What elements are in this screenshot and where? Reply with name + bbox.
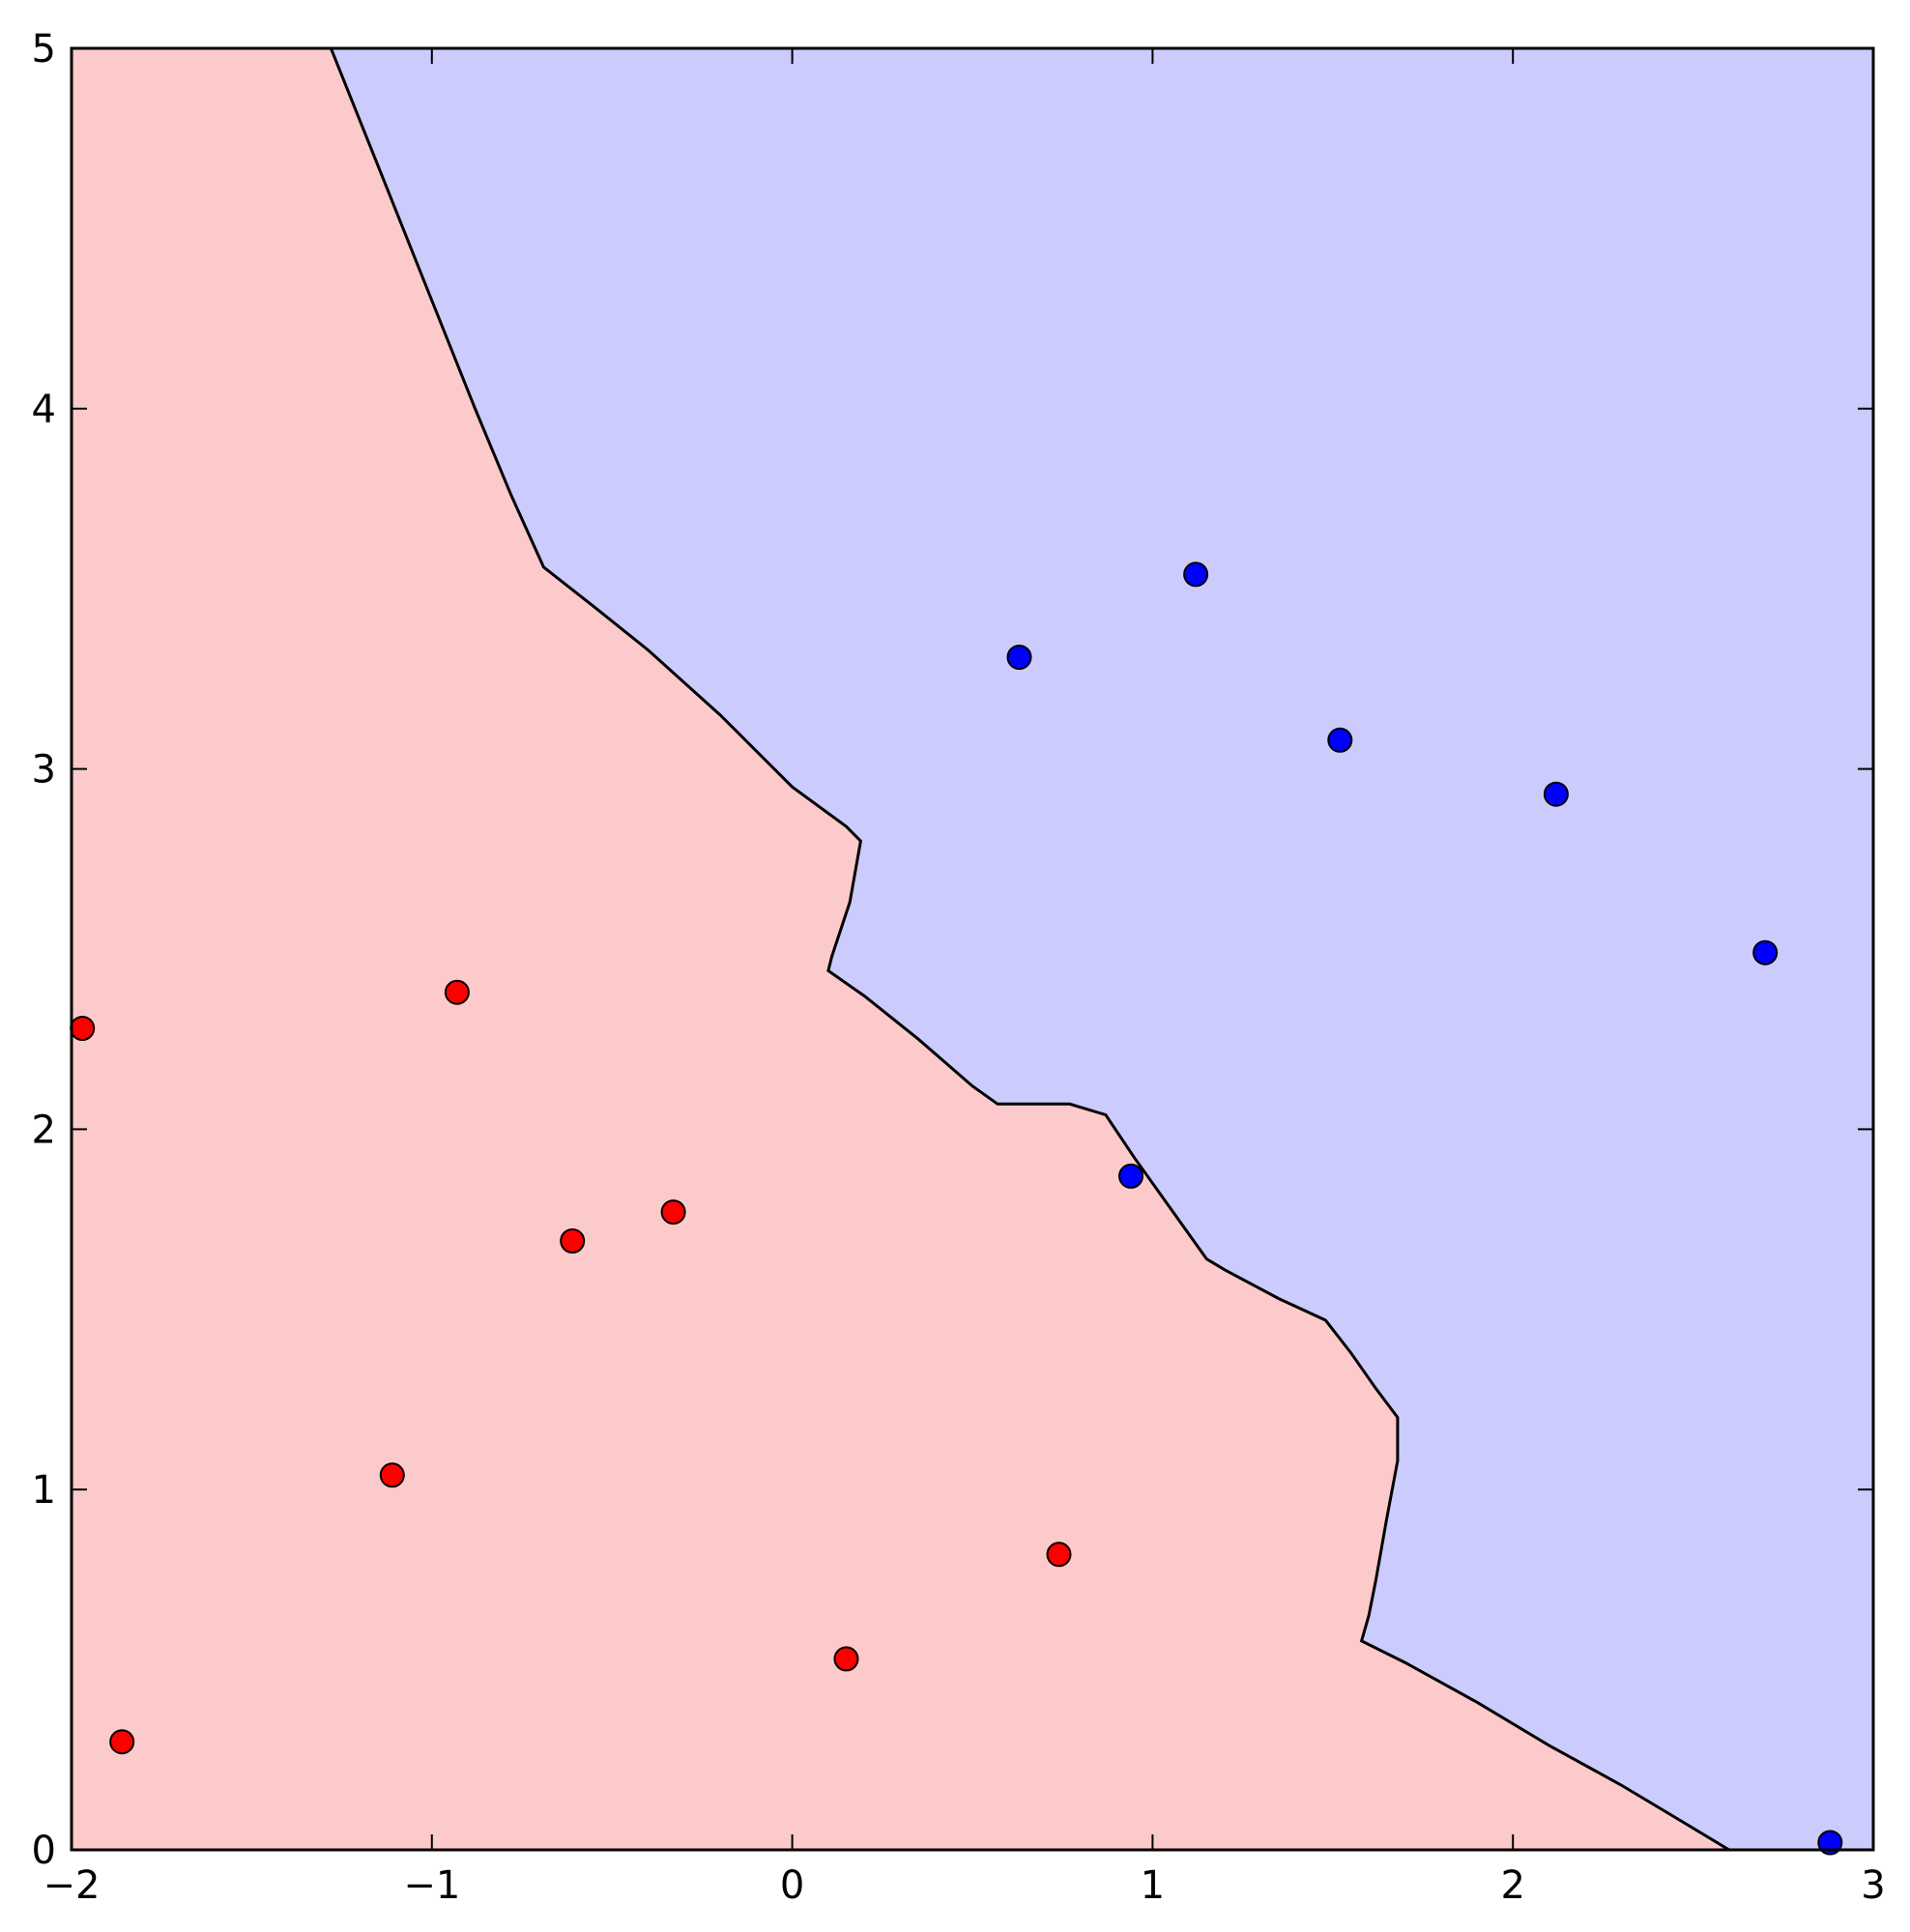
red-point-3 — [560, 1228, 586, 1254]
red-point-6 — [109, 1729, 135, 1755]
decision-boundary-line — [330, 47, 1730, 1852]
blue-point-4 — [1543, 781, 1569, 807]
red-class-region — [72, 48, 1729, 1850]
y-tick-label-0: 0 — [32, 1829, 56, 1873]
y-tick-label-5: 5 — [32, 27, 56, 72]
x-tick-label-5: 3 — [1861, 1863, 1885, 1908]
blue-class-region — [331, 48, 1873, 1850]
x-tick-label-0: −2 — [43, 1863, 101, 1908]
red-point-7 — [833, 1646, 859, 1672]
red-point-5 — [379, 1462, 405, 1488]
y-tick-label-4: 4 — [32, 388, 56, 432]
x-tick-label-1: −1 — [403, 1863, 460, 1908]
y-tick-label-2: 2 — [32, 1108, 56, 1152]
red-point-2 — [444, 979, 470, 1005]
blue-point-3 — [1327, 727, 1353, 753]
blue-point-6 — [1118, 1163, 1143, 1189]
x-axis-tick-labels: −2 −1 0 1 2 3 — [43, 1863, 1886, 1908]
red-point-8 — [1046, 1542, 1072, 1568]
plot-area — [70, 46, 1875, 1856]
x-tick-label-4: 2 — [1500, 1863, 1524, 1908]
blue-point-5 — [1752, 939, 1779, 966]
blue-point-2 — [1183, 562, 1209, 588]
y-axis-tick-labels: 0 1 2 3 4 5 — [32, 27, 56, 1873]
y-tick-label-1: 1 — [32, 1468, 56, 1513]
y-tick-label-3: 3 — [32, 748, 56, 793]
red-point-1 — [70, 1016, 96, 1041]
x-tick-label-2: 0 — [780, 1863, 804, 1908]
plot-frame — [70, 46, 1875, 1852]
red-point-4 — [660, 1199, 686, 1226]
blue-point-1 — [1006, 645, 1032, 670]
x-tick-label-3: 1 — [1141, 1863, 1165, 1908]
